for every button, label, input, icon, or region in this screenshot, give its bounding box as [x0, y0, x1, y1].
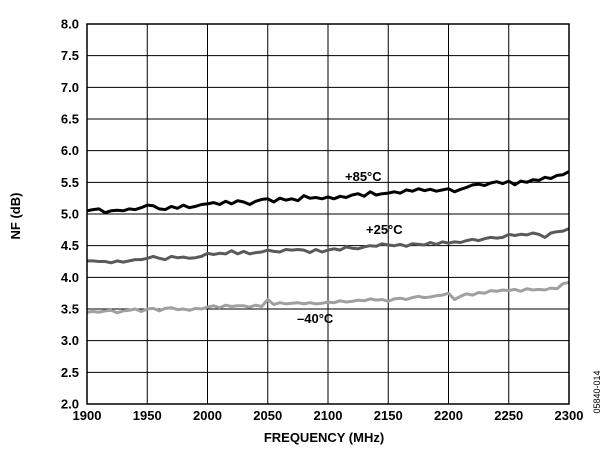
- series-label-85c: +85°C: [345, 169, 382, 184]
- y-tick-label: 4.0: [61, 270, 79, 285]
- x-tick-label: 2250: [494, 408, 523, 423]
- tick-labels: 1900 1950 2000 2050 2100 2150 2200 2250 2300 2.0 2…: [61, 17, 584, 424]
- x-tick-label: 2100: [314, 408, 343, 423]
- y-tick-label: 2.5: [61, 365, 79, 380]
- x-tick-label: 1950: [133, 408, 162, 423]
- series-line-plus85c: [86, 170, 570, 215]
- y-tick-label: 7.0: [61, 80, 79, 95]
- y-tick-label: 2.0: [61, 397, 79, 412]
- y-tick-label: 6.5: [61, 112, 79, 127]
- y-tick-label: 5.0: [61, 207, 79, 222]
- y-tick-label: 7.5: [61, 48, 79, 63]
- y-axis-title: NF (dB): [8, 193, 23, 240]
- y-tick-label: 8.0: [61, 17, 79, 32]
- series-line-minus40c: [86, 280, 570, 315]
- figure-id: 05840-014: [592, 370, 602, 413]
- y-tick-label: 3.5: [61, 302, 79, 317]
- x-tick-label: 2050: [253, 408, 282, 423]
- y-tick-label: 3.0: [61, 333, 79, 348]
- x-tick-label: 2150: [374, 408, 403, 423]
- plot-frame: [86, 23, 570, 405]
- series-label-minus40c: –40°C: [297, 311, 334, 326]
- grid: [86, 23, 570, 405]
- series-line-plus25c: [87, 227, 570, 265]
- series-layer: [86, 170, 570, 315]
- x-tick-label: 2300: [555, 408, 584, 423]
- x-tick-label: 2000: [193, 408, 222, 423]
- y-tick-label: 6.0: [61, 143, 79, 158]
- y-tick-label: 4.5: [61, 238, 79, 253]
- series-label-25c: +25°C: [366, 222, 403, 237]
- x-tick-label: 1900: [73, 408, 102, 423]
- y-tick-label: 5.5: [61, 175, 79, 190]
- x-tick-label: 2200: [434, 408, 463, 423]
- x-axis-title: FREQUENCY (MHz): [264, 430, 384, 445]
